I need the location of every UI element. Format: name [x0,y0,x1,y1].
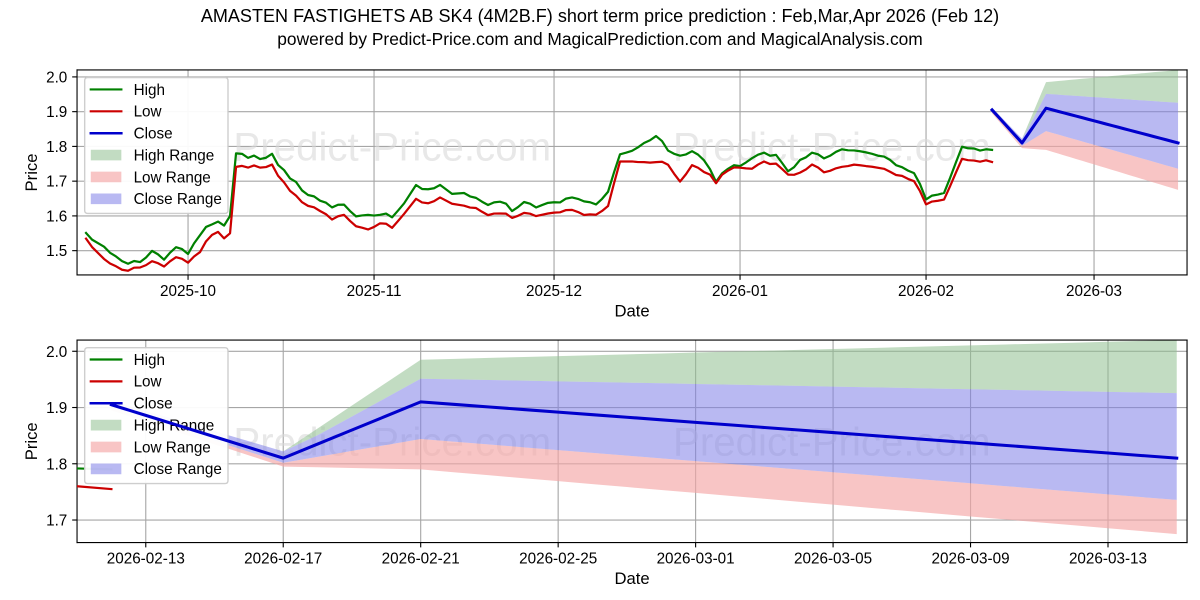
svg-text:2026-03-09: 2026-03-09 [931,550,1009,567]
svg-text:1.6: 1.6 [46,208,67,225]
svg-text:2026-02-17: 2026-02-17 [244,550,322,567]
svg-text:2026-03-01: 2026-03-01 [657,550,735,567]
svg-text:1.9: 1.9 [46,104,67,121]
svg-text:2026-02: 2026-02 [898,283,954,300]
svg-text:2026-02-13: 2026-02-13 [107,550,185,567]
svg-text:2025-12: 2025-12 [526,283,582,300]
svg-text:Low: Low [134,104,163,121]
svg-text:High Range: High Range [134,147,215,164]
svg-text:High: High [134,82,165,99]
svg-text:1.7: 1.7 [46,174,67,191]
svg-text:Close Range: Close Range [134,191,222,208]
svg-text:1.7: 1.7 [46,513,67,530]
svg-text:Low: Low [134,374,163,391]
svg-text:Date: Date [614,569,649,588]
svg-text:Low Range: Low Range [134,439,211,456]
svg-text:Close: Close [134,126,173,143]
svg-text:2026-02-25: 2026-02-25 [519,550,597,567]
svg-text:Price: Price [22,422,41,460]
svg-text:2026-01: 2026-01 [712,283,768,300]
svg-text:Predict-Price.com: Predict-Price.com [673,124,991,169]
svg-text:1.9: 1.9 [46,400,67,417]
svg-text:2026-02-21: 2026-02-21 [382,550,460,567]
svg-text:High: High [134,352,165,369]
svg-text:Close: Close [134,396,173,413]
svg-text:Price: Price [22,153,41,191]
svg-text:Low Range: Low Range [134,169,211,186]
svg-text:1.8: 1.8 [46,456,67,473]
svg-text:2.0: 2.0 [46,344,67,361]
svg-text:Predict-Price.com: Predict-Price.com [233,124,551,169]
svg-text:2026-03-13: 2026-03-13 [1069,550,1147,567]
svg-text:powered by Predict-Price.com a: powered by Predict-Price.com and Magical… [277,29,922,49]
svg-text:Close Range: Close Range [134,461,222,478]
svg-text:AMASTEN FASTIGHETS AB SK4 (4M2: AMASTEN FASTIGHETS AB SK4 (4M2B.F) short… [201,6,999,26]
svg-text:2025-11: 2025-11 [347,283,402,300]
svg-text:2026-03: 2026-03 [1066,283,1122,300]
svg-text:2026-03-05: 2026-03-05 [794,550,872,567]
svg-text:2025-10: 2025-10 [160,283,216,300]
svg-text:2.0: 2.0 [46,69,67,86]
svg-text:Date: Date [614,302,649,321]
svg-text:1.5: 1.5 [46,243,67,260]
svg-text:1.8: 1.8 [46,139,67,156]
